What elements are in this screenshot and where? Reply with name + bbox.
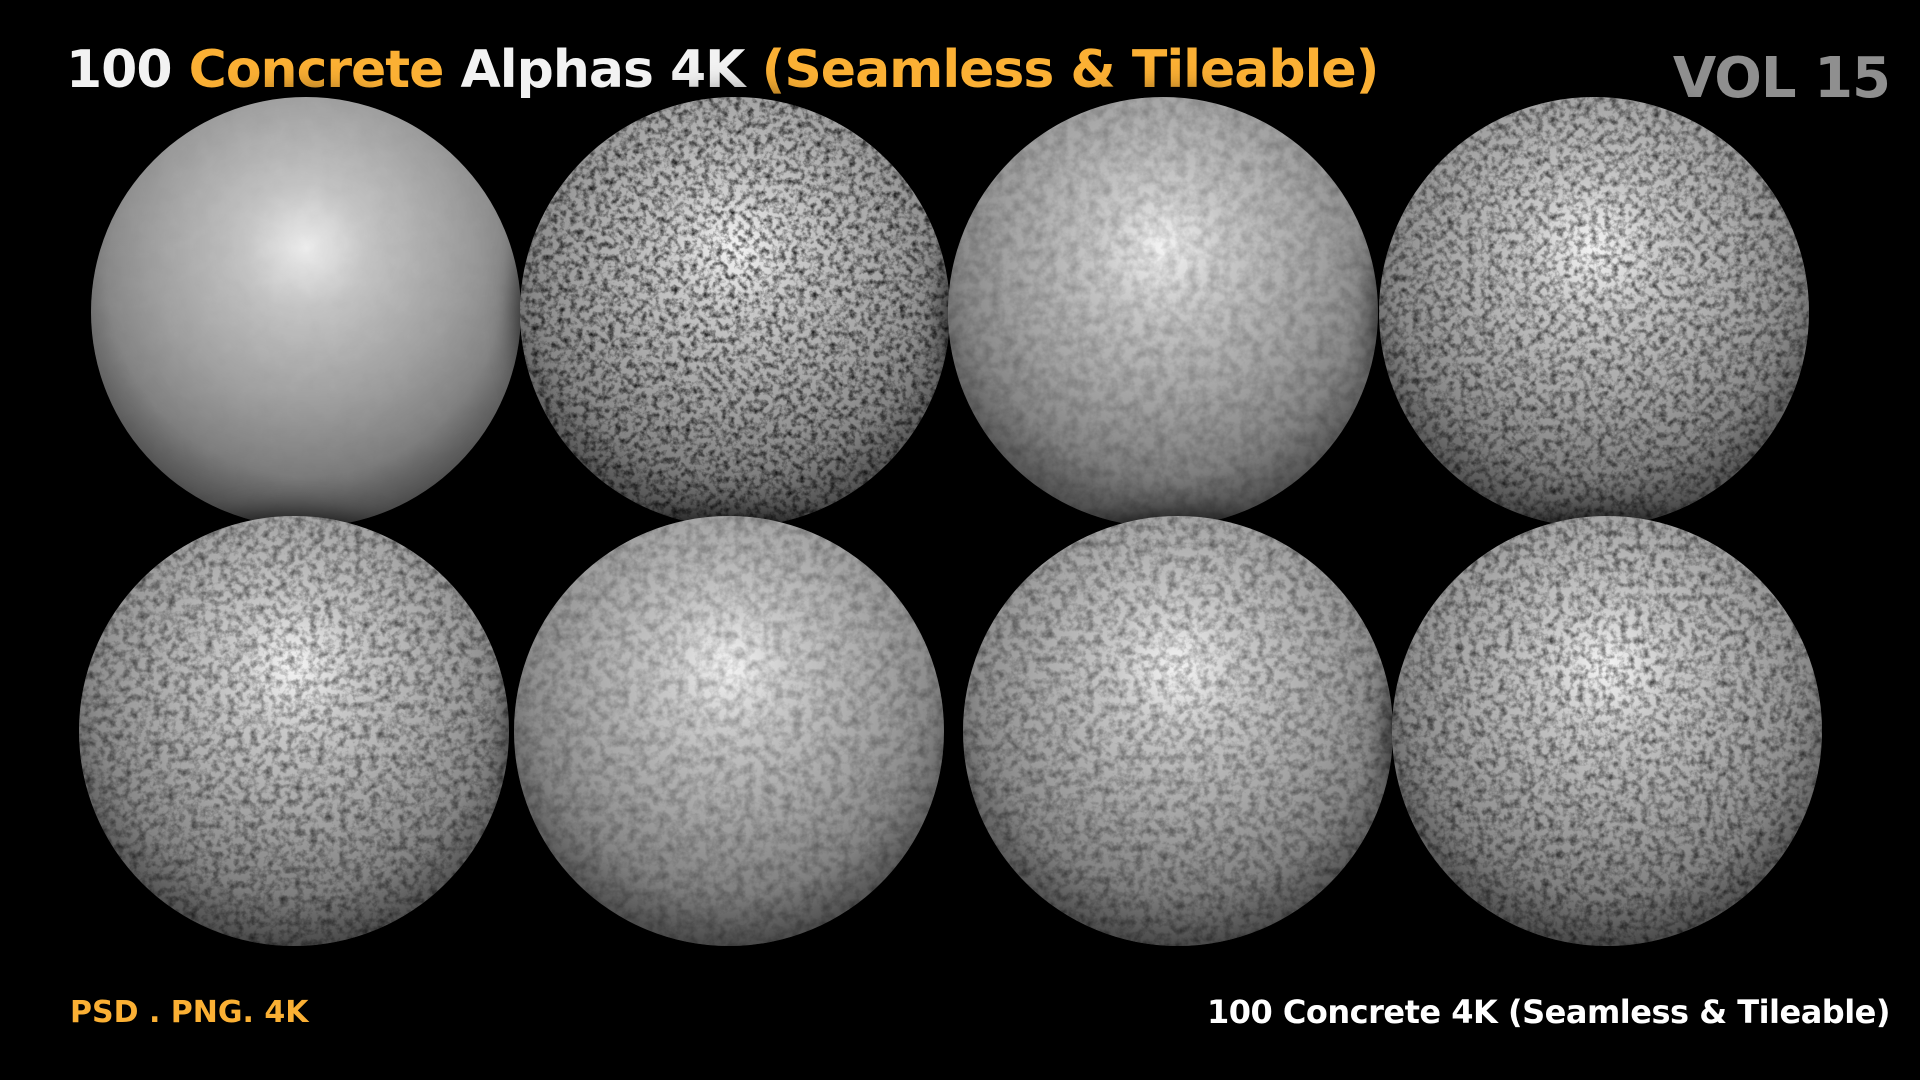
sphere-preview-speckled-concrete [1379, 97, 1809, 527]
sphere-preview-pitted-concrete [520, 97, 950, 527]
title-count: 100 [66, 40, 189, 100]
title-product: Alphas 4K [443, 40, 762, 100]
sphere-shading [79, 516, 509, 946]
sphere-shading [91, 97, 521, 527]
sphere-preview-fine-pitted-concrete [79, 516, 509, 946]
title-material: Concrete [188, 40, 445, 100]
sphere-shading [1392, 516, 1822, 946]
sphere-shading [514, 516, 944, 946]
sphere-preview-weathered-concrete [1392, 516, 1822, 946]
formats-label: PSD . PNG. 4K [70, 995, 309, 1030]
sphere-preview-rough-grain-concrete [963, 516, 1393, 946]
page-title: 100 Concrete Alphas 4K (Seamless & Tilea… [66, 40, 1380, 100]
sphere-shading [948, 97, 1378, 527]
sphere-shading [1379, 97, 1809, 527]
sphere-shading [963, 516, 1393, 946]
title-feature: (Seamless & Tileable) [761, 40, 1380, 100]
sphere-preview-porous-concrete [948, 97, 1378, 527]
sphere-preview-smooth-concrete [91, 97, 521, 527]
caption-label: 100 Concrete 4K (Seamless & Tileable) [1206, 993, 1891, 1031]
sphere-preview-light-grain-concrete [514, 516, 944, 946]
sphere-shading [520, 97, 950, 527]
